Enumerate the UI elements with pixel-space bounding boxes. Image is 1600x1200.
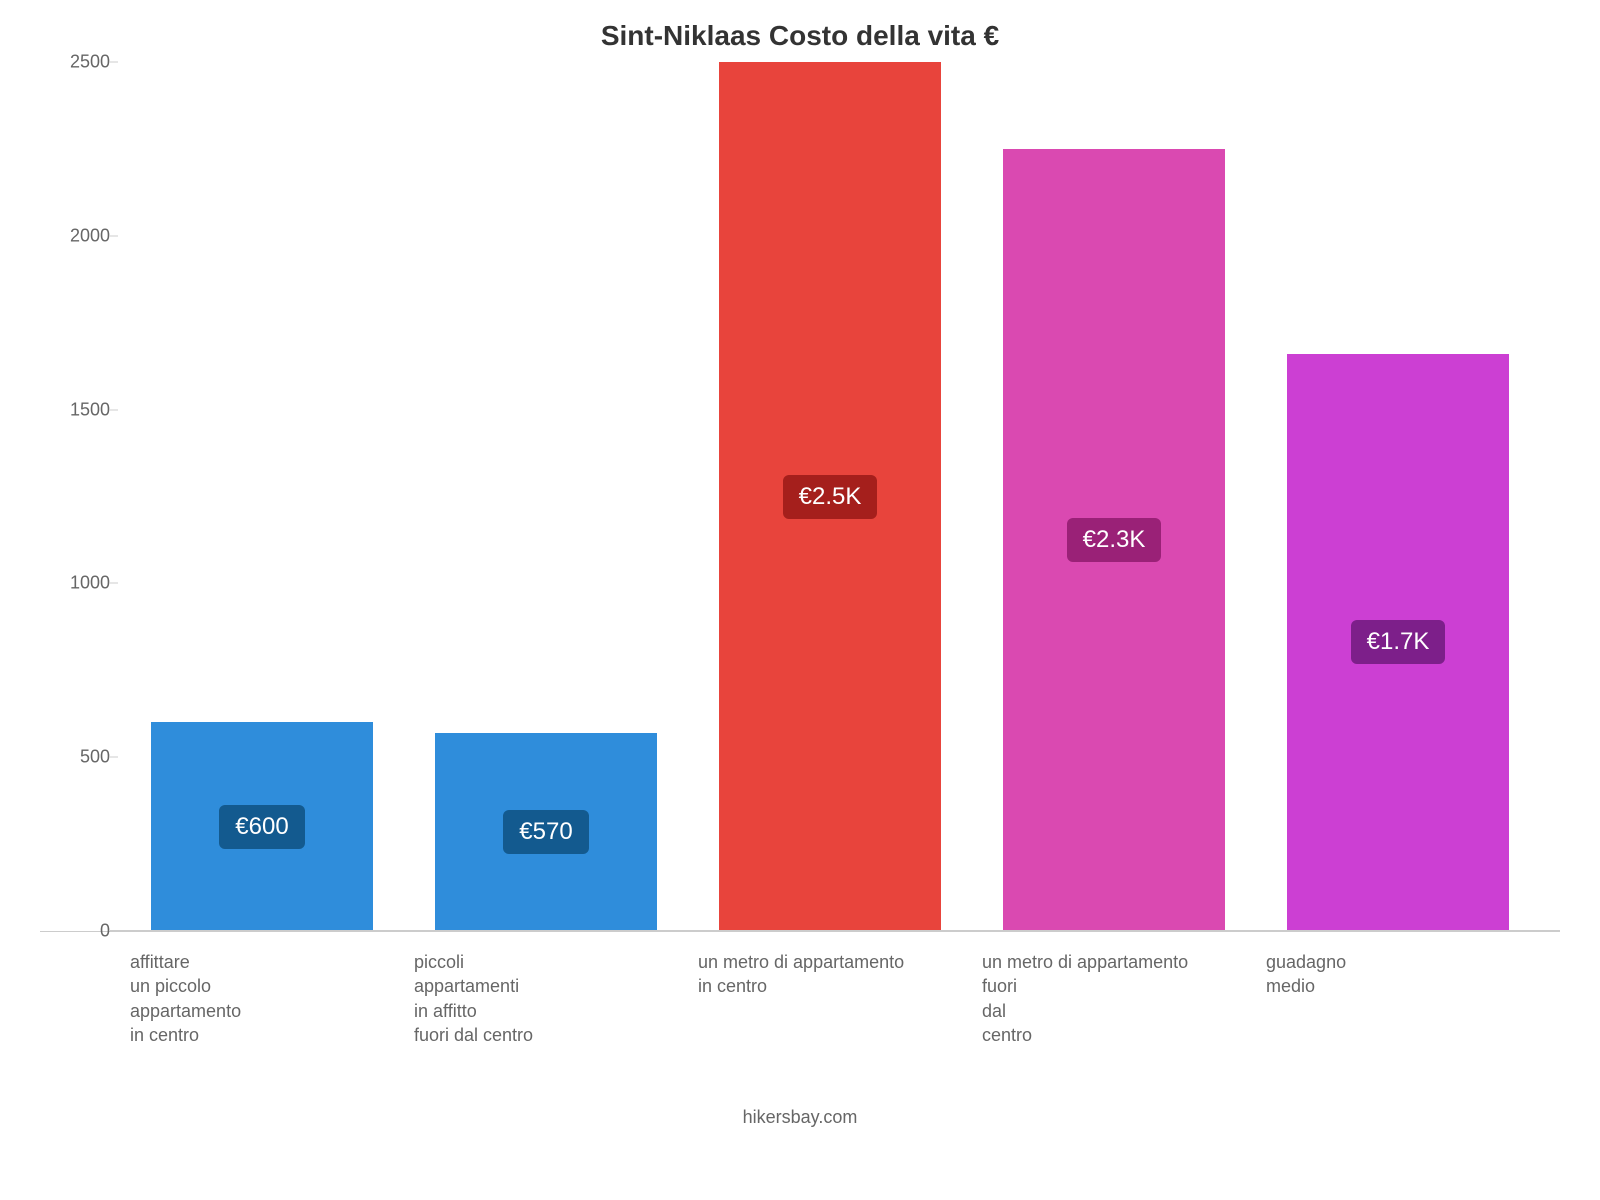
y-tick-mark xyxy=(110,757,118,758)
y-tick-mark xyxy=(110,931,118,932)
chart-title: Sint-Niklaas Costo della vita € xyxy=(40,20,1560,52)
bar-slot: €2.5K xyxy=(688,62,972,931)
chart-container: Sint-Niklaas Costo della vita € 0 500 1000… xyxy=(0,0,1600,1200)
y-tick-label: 0 xyxy=(40,921,110,942)
bar: €2.3K xyxy=(1003,149,1225,931)
x-axis-label: affittare un piccolo appartamento in cen… xyxy=(120,950,404,1047)
bar: €570 xyxy=(435,733,657,931)
chart-footer: hikersbay.com xyxy=(40,1107,1560,1128)
y-tick-label: 500 xyxy=(40,747,110,768)
y-tick-label: 1000 xyxy=(40,573,110,594)
y-tick-label: 2500 xyxy=(40,52,110,73)
bar-value-label: €2.3K xyxy=(1067,518,1162,562)
y-axis: 05001000150020002500 xyxy=(40,62,110,931)
x-axis-line xyxy=(110,930,1560,931)
bar-value-label: €570 xyxy=(503,810,588,854)
bar-value-label: €600 xyxy=(219,805,304,849)
bar: €2.5K xyxy=(719,62,941,931)
x-axis-label: un metro di appartamento fuori dal centr… xyxy=(972,950,1256,1047)
bar-slot: €2.3K xyxy=(972,62,1256,931)
bar-slot: €600 xyxy=(120,62,404,931)
x-axis-labels: affittare un piccolo appartamento in cen… xyxy=(120,950,1540,1047)
y-tick-mark xyxy=(110,409,118,410)
bar-slot: €1.7K xyxy=(1256,62,1540,931)
x-axis-label: un metro di appartamento in centro xyxy=(688,950,972,1047)
y-tick-label: 1500 xyxy=(40,399,110,420)
bars-area: €600 €570 €2.5K €2.3K €1.7K xyxy=(120,62,1540,931)
bar: €1.7K xyxy=(1287,354,1509,931)
bar: €600 xyxy=(151,722,373,931)
y-tick-mark xyxy=(110,583,118,584)
y-tick-label: 2000 xyxy=(40,225,110,246)
bar-value-label: €1.7K xyxy=(1351,620,1446,664)
bar-slot: €570 xyxy=(404,62,688,931)
bar-value-label: €2.5K xyxy=(783,475,878,519)
x-axis-label: piccoli appartamenti in affitto fuori da… xyxy=(404,950,688,1047)
y-tick-mark xyxy=(110,235,118,236)
x-axis-label: guadagno medio xyxy=(1256,950,1540,1047)
y-tick-mark xyxy=(110,62,118,63)
plot-area: 05001000150020002500 €600€570€2.5K€2.3K€… xyxy=(40,62,1560,932)
